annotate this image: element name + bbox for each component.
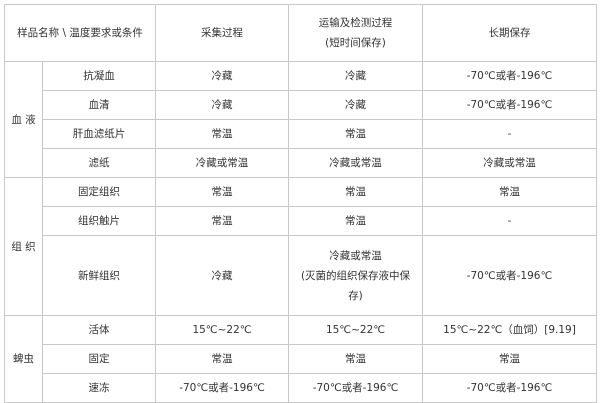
group-label: 组 织 [4,177,43,316]
table-row: 组 织 固定组织 常温 常温 常温 [4,177,597,316]
transport-cell: 15℃~22℃ [288,315,423,345]
header-row: 样品名称 \ 温度要求或条件 采集过程 运输及检测过程 (短时间保存) 长期保存 [4,4,597,62]
sample-name: 速冻 [42,373,156,403]
sample-name: 血清 [42,90,156,120]
sample-name: 固定 [42,344,156,374]
collect-cell: -70℃或者-196℃ [155,373,289,403]
transport-cell: 冷藏 [288,90,423,120]
table-row: 血 液 抗凝血 冷藏 冷藏 -70℃或者-196℃ [4,61,597,178]
collect-cell: 常温 [155,119,289,149]
table-row: 组织触片 常温 常温 - [5,206,597,236]
transport-cell: 冷藏或常温 [288,148,423,178]
header-transport-line2: (短时间保存) [325,37,386,49]
group-label: 血 液 [4,61,43,178]
header-longterm: 长期保存 [422,4,597,62]
transport-cell: 常温 [288,119,423,149]
collect-cell: 冷藏 [155,235,289,316]
storage-conditions-table: 样品名称 \ 温度要求或条件 采集过程 运输及检测过程 (短时间保存) 长期保存 … [4,4,597,403]
header-collect: 采集过程 [155,4,289,62]
longterm-cell: -70℃或者-196℃ [422,90,597,120]
sample-name: 活体 [42,315,156,345]
header-corner: 样品名称 \ 温度要求或条件 [4,4,156,62]
transport-cell: 常温 [288,344,423,374]
sample-name: 滤纸 [42,148,156,178]
group-label: 蜱虫 [4,315,43,403]
collect-cell: 常温 [155,206,289,236]
table-row: 滤纸 冷藏或常温 冷藏或常温 冷藏或常温 [5,148,597,178]
header-transport-line1: 运输及检测过程 [318,17,393,29]
transport-line: 冷藏或常温 [329,249,382,262]
collect-cell: 15℃~22℃ [155,315,289,345]
collect-cell: 常温 [155,344,289,374]
longterm-cell: -70℃或者-196℃ [422,61,597,91]
sample-name: 固定组织 [42,177,156,207]
header-transport: 运输及检测过程 (短时间保存) [288,4,423,62]
collect-cell: 冷藏 [155,61,289,91]
longterm-cell: 冷藏或常温 [422,148,597,178]
collect-cell: 冷藏 [155,90,289,120]
collect-cell: 常温 [155,177,289,207]
sample-name: 肝血滤纸片 [42,119,156,149]
transport-cell: 冷藏或常温 (灭菌的组织保存液中保 存) [288,235,423,316]
table-row: 速冻 -70℃或者-196℃ -70℃或者-196℃ -70℃或者-196℃ [5,373,597,403]
table-row: 血清 冷藏 冷藏 -70℃或者-196℃ [5,90,597,120]
sample-name: 新鲜组织 [42,235,156,316]
table-row: 肝血滤纸片 常温 常温 - [5,119,597,149]
transport-cell: -70℃或者-196℃ [288,373,423,403]
longterm-cell: - [422,119,597,149]
transport-cell: 常温 [288,177,423,207]
transport-cell: 常温 [288,206,423,236]
sample-name: 抗凝血 [42,61,156,91]
table-row: 新鲜组织 冷藏 冷藏或常温 (灭菌的组织保存液中保 存) -70℃或者-196℃ [5,235,597,316]
table-row: 蜱虫 活体 15℃~22℃ 15℃~22℃ 15℃~22℃（血饲）[9.19] [4,315,597,403]
table-row: 固定 常温 常温 常温 [5,344,597,374]
collect-cell: 冷藏或常温 [155,148,289,178]
longterm-cell: -70℃或者-196℃ [422,373,597,403]
transport-line: 存) [348,289,363,302]
longterm-cell: 15℃~22℃（血饲）[9.19] [422,315,597,345]
longterm-cell: 常温 [422,177,597,207]
transport-line: (灭菌的组织保存液中保 [300,269,411,282]
transport-cell: 冷藏 [288,61,423,91]
longterm-cell: 常温 [422,344,597,374]
sample-name: 组织触片 [42,206,156,236]
longterm-cell: - [422,206,597,236]
longterm-cell: -70℃或者-196℃ [422,235,597,316]
